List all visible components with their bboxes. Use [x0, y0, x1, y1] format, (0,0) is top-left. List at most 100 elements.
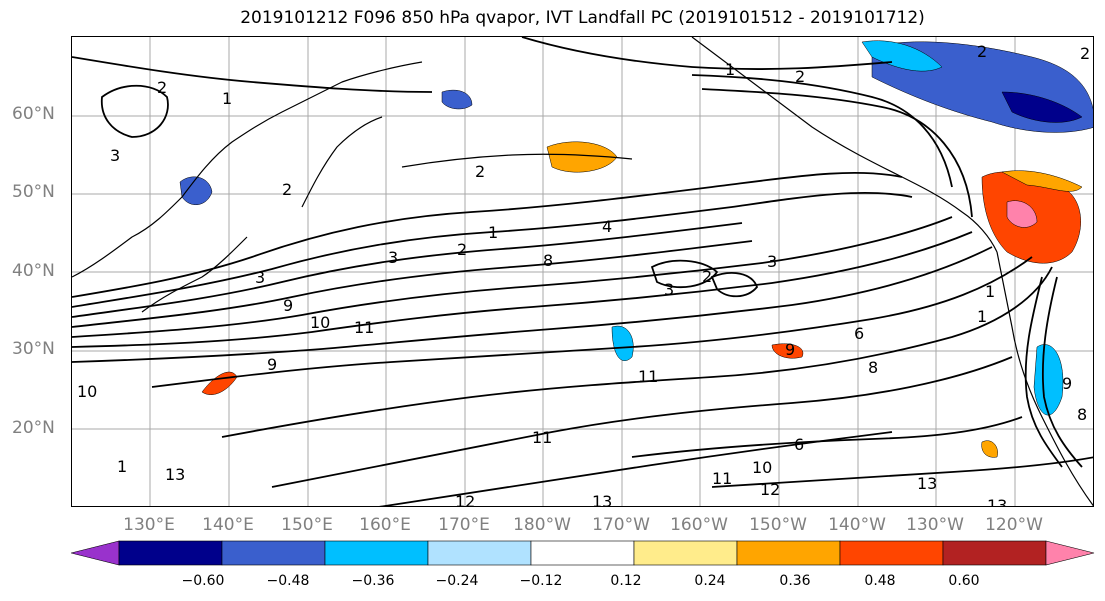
contour-label: 10	[310, 313, 330, 332]
contour-label: 2	[795, 67, 805, 86]
japan-coast	[141, 236, 248, 313]
map-canvas: 1 2 2 3 2 1 2 3 4 8 9 10 11 9 13 12 11 1…	[72, 37, 1093, 507]
qvapor-shading	[179, 40, 1093, 458]
lon-label-170w: 170°W	[592, 515, 650, 535]
shade-blue-seattle	[1033, 344, 1064, 416]
lon-label-150e: 150°E	[281, 515, 333, 535]
contour-label: 9	[1062, 374, 1072, 393]
colorbar-tick-label: 0.36	[779, 573, 811, 589]
contour-label: 2	[702, 267, 712, 286]
contour-label: 3	[767, 252, 777, 271]
contour-label: 1	[977, 307, 987, 326]
colorbar-tick-label: −0.24	[435, 573, 479, 589]
lon-label-140w: 140°W	[828, 515, 886, 535]
shade-blue-central	[611, 325, 634, 361]
contour-label: 6	[794, 435, 804, 454]
lon-label-180w: 180°W	[513, 515, 571, 535]
alaska-coast	[691, 37, 998, 253]
contour-label: 1	[725, 60, 735, 79]
colorbar-tick-label: 0.12	[610, 573, 642, 589]
lat-label-60n: 60°N	[12, 104, 55, 124]
asia-coast	[72, 61, 423, 278]
lon-label-150w: 150°W	[749, 515, 807, 535]
contour-label: 9	[267, 355, 277, 374]
contour-label: 11	[354, 318, 374, 337]
colorbar-segment	[324, 540, 429, 566]
contour-label: 3	[255, 268, 265, 287]
shade-lightblue-northeast	[861, 40, 943, 72]
contour-label: 2	[157, 78, 167, 97]
lon-label-170e: 170°E	[438, 515, 490, 535]
colorbar-segment	[633, 540, 738, 566]
contour-label: 10	[752, 458, 772, 477]
contour-label: 1	[222, 89, 232, 108]
contour-labels: 1 2 2 3 2 1 2 3 4 8 9 10 11 9 13 12 11 1…	[77, 42, 1090, 507]
lon-label-160e: 160°E	[359, 515, 411, 535]
ivt-contours	[72, 37, 1093, 506]
contour-label: 1	[117, 457, 127, 476]
colorbar-segment	[118, 540, 223, 566]
lon-label-120w: 120°W	[985, 515, 1043, 535]
colorbar-extend-max	[1045, 540, 1095, 566]
contour-label: 3	[388, 248, 398, 267]
lat-label-50n: 50°N	[12, 182, 55, 202]
colorbar-extend-min	[71, 540, 120, 566]
colorbar-tick-label: −0.12	[519, 573, 563, 589]
contour-label: 9	[283, 296, 293, 315]
lon-label-130w: 130°W	[906, 515, 964, 535]
lon-label-130e: 130°E	[123, 515, 175, 535]
contour-label: 2	[1080, 44, 1090, 63]
contour-label: 3	[664, 280, 674, 299]
contour-label: 4	[602, 217, 612, 236]
contour-label: 2	[977, 42, 987, 61]
colorbar-segment	[221, 540, 326, 566]
contour-label: 11	[712, 469, 732, 488]
contour-label: 2	[475, 162, 485, 181]
shade-blue-bering	[441, 89, 473, 110]
shade-blue-japan	[179, 176, 213, 205]
contour-label: 11	[638, 367, 658, 386]
contour-label: 13	[165, 465, 185, 484]
contour-label: 11	[532, 428, 552, 447]
lat-label-20n: 20°N	[12, 418, 55, 438]
lat-label-40n: 40°N	[12, 261, 55, 281]
colorbar-segment	[530, 540, 635, 566]
contour-label: 12	[760, 480, 780, 499]
plot-title: 2019101212 F096 850 hPa qvapor, IVT Land…	[240, 8, 925, 28]
colorbar-segment	[942, 540, 1047, 566]
colorbar	[71, 540, 1095, 566]
contour-label: 8	[543, 251, 553, 270]
colorbar-tick-label: −0.48	[266, 573, 310, 589]
colorbar-tick-label: −0.36	[351, 573, 395, 589]
contour-label: 13	[917, 474, 937, 493]
lat-label-30n: 30°N	[12, 339, 55, 359]
lon-label-140e: 140°E	[202, 515, 254, 535]
colorbar-tick-label: 0.48	[864, 573, 896, 589]
aleutians	[401, 153, 633, 168]
colorbar-tick-label: 0.60	[948, 573, 980, 589]
colorbar-tick-label: −0.60	[181, 573, 225, 589]
colorbar-segment	[839, 540, 944, 566]
lon-label-160w: 160°W	[670, 515, 728, 535]
map-panel: 1 2 2 3 2 1 2 3 4 8 9 10 11 9 13 12 11 1…	[71, 36, 1094, 507]
contour-label: 9	[785, 340, 795, 359]
colorbar-segment	[736, 540, 841, 566]
contour-label: 6	[854, 324, 864, 343]
contour-label: 2	[457, 240, 467, 259]
contour-label: 13	[592, 492, 612, 507]
shade-navy-northeast	[1001, 91, 1083, 123]
graticule	[72, 37, 1093, 506]
shade-pink-west-coast	[1006, 200, 1038, 228]
contour-label: 2	[282, 180, 292, 199]
contour-label: 10	[77, 382, 97, 401]
coastlines	[72, 37, 1093, 506]
colorbar-tick-label: 0.24	[694, 573, 726, 589]
contour-label: 1	[985, 282, 995, 301]
shade-orange-west-coast-outer	[1001, 170, 1083, 192]
contour-label: 8	[1077, 405, 1087, 424]
shade-orange-hawaii	[981, 440, 998, 458]
contour-label: 1	[488, 223, 498, 242]
contour-label: 13	[987, 496, 1007, 507]
contour-label: 3	[110, 146, 120, 165]
contour-label: 8	[868, 358, 878, 377]
